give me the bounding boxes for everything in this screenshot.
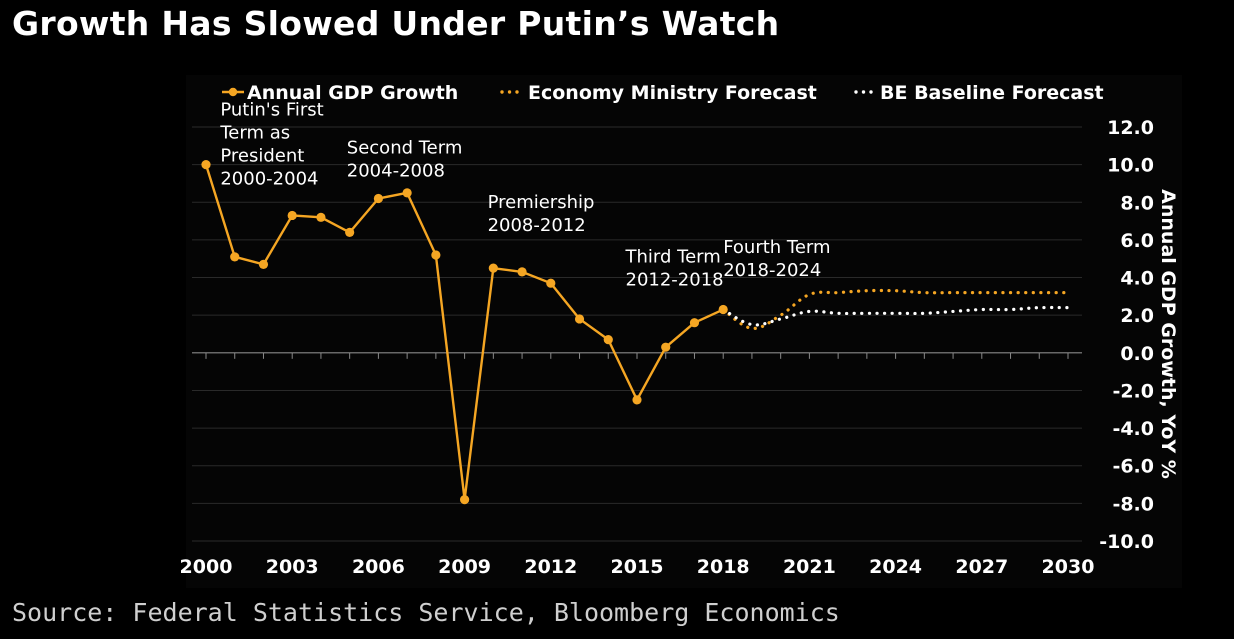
y-tick-label: 0.0 [1120, 343, 1154, 365]
annotation-line: 2012-2018 [626, 269, 724, 290]
x-tick-label: 2021 [783, 556, 836, 578]
term-annotation: Fourth Term 2018-2024 [723, 237, 830, 281]
y-tick-label: -6.0 [1112, 456, 1154, 478]
annotation-line: 2004-2008 [347, 160, 445, 181]
x-tick-label: 2024 [869, 556, 922, 578]
y-tick-label: -2.0 [1112, 380, 1154, 402]
data-point [316, 212, 326, 222]
y-tick-label: 6.0 [1120, 230, 1154, 252]
series-line-economy-ministry [721, 288, 1070, 330]
data-point [632, 395, 642, 405]
chart-title: Growth Has Slowed Under Putin’s Watch [12, 4, 780, 43]
y-tick-label: 10.0 [1107, 155, 1154, 177]
term-annotation: Third Term 2012-2018 [625, 246, 724, 290]
legend-item: Economy Ministry Forecast [500, 82, 817, 104]
annotation-line: 2018-2024 [723, 260, 821, 281]
annotation-line: President [220, 146, 304, 167]
axes: 12.0 10.0 8.0 6.0 4.0 2.0 0.0 -2.0 -4.0 -6.0 -8.0 -… [180, 117, 1179, 578]
x-tick-label: 2027 [955, 556, 1008, 578]
y-tick-label: 4.0 [1120, 268, 1154, 290]
legend-swatch-dot [854, 90, 858, 94]
y-tick-label: 8.0 [1120, 192, 1154, 214]
term-annotation: Putin's First Term as President 2000-2004 [219, 100, 323, 190]
data-point [546, 278, 556, 288]
x-tick-label: 2003 [266, 556, 319, 578]
data-point [345, 227, 355, 237]
annotation-line: Second Term [347, 137, 463, 158]
annotation-line: Premiership [488, 192, 595, 213]
legend-swatch-dot [869, 90, 873, 94]
legend-swatch-dot [515, 90, 519, 94]
legend: Annual GDP Growth Economy Ministry Foreca… [222, 82, 1104, 104]
y-tick-label: -10.0 [1099, 531, 1154, 553]
legend-item: BE Baseline Forecast [854, 82, 1104, 104]
data-point [230, 252, 240, 262]
legend-label: BE Baseline Forecast [880, 82, 1104, 104]
annotation-line: 2008-2012 [488, 215, 586, 236]
x-tick-label: 2012 [524, 556, 577, 578]
data-point [258, 259, 269, 269]
y-axis-label: Annual GDP Growth, YoY % [1157, 189, 1179, 479]
gdp-growth-chart: Annual GDP Growth Economy Ministry Foreca… [180, 82, 1179, 578]
annotation-line: Putin's First [220, 100, 323, 121]
legend-swatch-marker [228, 87, 238, 97]
y-tick-label: 2.0 [1120, 305, 1154, 327]
x-tick-label: 2009 [438, 556, 491, 578]
series-line-be-baseline [721, 305, 1070, 327]
data-point [402, 188, 412, 198]
legend-label: Annual GDP Growth [247, 82, 458, 104]
data-point [201, 160, 211, 170]
data-point [718, 304, 728, 315]
legend-label: Economy Ministry Forecast [528, 82, 817, 104]
series-line-annual-gdp [204, 164, 724, 501]
data-point [373, 193, 383, 204]
x-tick-label: 2030 [1042, 556, 1095, 578]
x-tick-label: 2006 [352, 556, 405, 578]
annotation-line: Third Term [625, 246, 721, 267]
series-layer [201, 160, 1070, 505]
annotation-line: Fourth Term [723, 237, 830, 258]
source-note: Source: Federal Statistics Service, Bloo… [12, 598, 840, 627]
data-point [517, 267, 527, 277]
x-tick-label: 2000 [180, 556, 233, 578]
annotation-line: Term as [219, 123, 290, 144]
data-point [603, 335, 613, 345]
data-point [574, 314, 585, 324]
legend-swatch-dot [861, 90, 866, 94]
annotation-line: 2000-2004 [220, 169, 318, 190]
legend-item: Annual GDP Growth [222, 82, 458, 104]
y-tick-label: 12.0 [1107, 117, 1154, 139]
legend-swatch-dot [507, 90, 512, 94]
data-point [689, 318, 700, 328]
data-point [661, 342, 671, 352]
data-point [460, 495, 470, 505]
data-point [488, 263, 498, 273]
y-tick-label: -8.0 [1112, 493, 1154, 515]
data-point [431, 250, 441, 260]
annotations: Putin's First Term as President 2000-2004 Se… [219, 100, 830, 291]
x-tick-label: 2018 [697, 556, 750, 578]
grid-layer [192, 126, 1082, 542]
legend-swatch-dot [500, 90, 504, 94]
term-annotation: Premiership 2008-2012 [488, 192, 595, 236]
term-annotation: Second Term 2004-2008 [347, 137, 463, 181]
y-tick-label: -4.0 [1112, 418, 1154, 440]
x-tick-label: 2015 [611, 556, 664, 578]
data-point [287, 210, 297, 221]
